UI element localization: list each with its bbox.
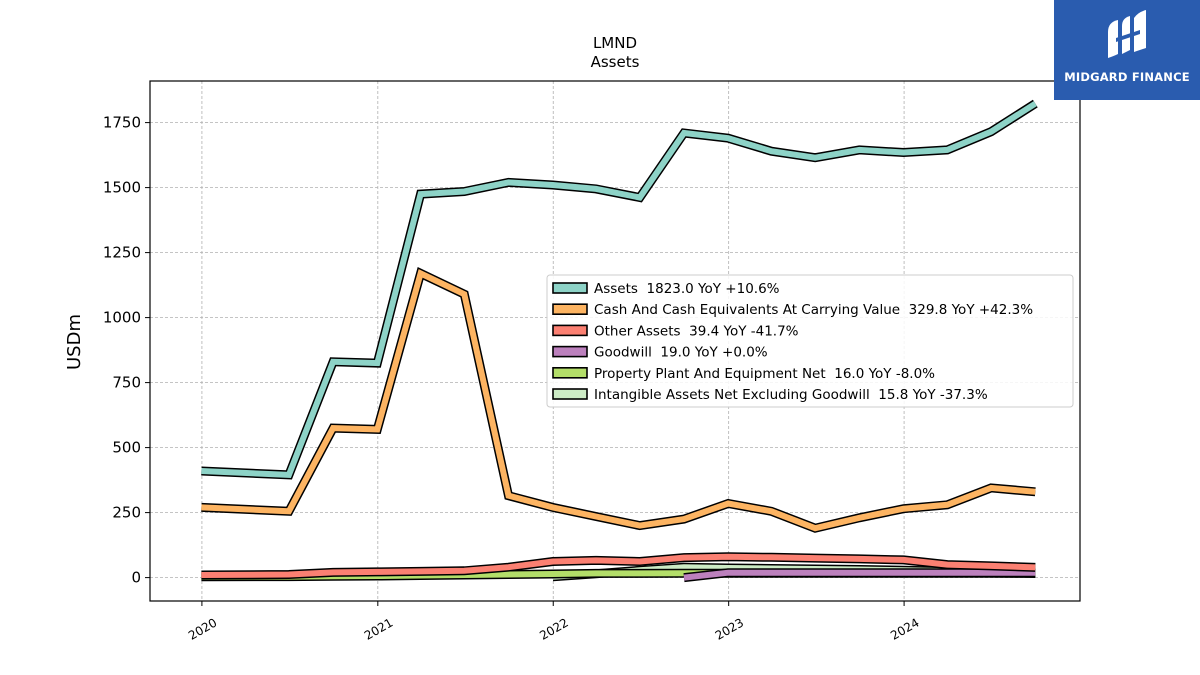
series-group	[201, 99, 1038, 583]
legend-swatch	[552, 282, 588, 294]
y-tick-label: 750	[112, 374, 141, 392]
legend-label: Goodwill 19.0 YoY +0.0%	[594, 345, 768, 361]
legend-swatch	[552, 303, 588, 316]
legend-label: Cash And Cash Equivalents At Carrying Va…	[594, 302, 1033, 318]
y-tick-label: 0	[131, 569, 141, 587]
y-tick-label: 1500	[103, 179, 141, 197]
brand-logo: MIDGARD FINANCE	[1054, 0, 1200, 100]
y-axis-label: USDm	[64, 314, 85, 370]
series-line	[201, 101, 1037, 478]
legend-label: Property Plant And Equipment Net 16.0 Yo…	[594, 366, 935, 382]
legend-swatch	[552, 324, 588, 337]
series-line	[201, 553, 1036, 578]
legend-label: Other Assets 39.4 YoY -41.7%	[594, 323, 799, 339]
x-tick-label: 2022	[537, 615, 570, 642]
chart-title: LMND	[593, 34, 637, 52]
y-tick-label: 1750	[103, 114, 141, 132]
logo-text: MIDGARD FINANCE	[1064, 70, 1190, 84]
legend-label: Assets 1823.0 YoY +10.6%	[594, 281, 780, 297]
x-tick-label: 2021	[362, 615, 395, 642]
plot-frame	[149, 80, 1081, 602]
legend-box	[546, 274, 1074, 408]
y-tick-label: 1000	[103, 309, 141, 327]
legend-label: Intangible Assets Net Excluding Goodwill…	[594, 387, 988, 403]
y-tick-label: 500	[112, 439, 141, 457]
y-tick-label: 1250	[103, 244, 141, 262]
series-line	[201, 269, 1036, 532]
x-tick-label: 2023	[713, 615, 746, 642]
legend-swatch	[552, 388, 588, 400]
logo-mark-icon	[1108, 10, 1146, 58]
axes: 0 250 500 750 1000 1250 1500 1750 2020 2021 2022 20…	[103, 80, 1081, 643]
y-tick-label: 250	[112, 504, 141, 522]
chart-subtitle: Assets	[591, 53, 640, 71]
legend-swatch	[552, 366, 588, 379]
series-line	[683, 569, 1036, 581]
legend-swatch	[552, 345, 588, 358]
x-tick-label: 2024	[888, 615, 921, 642]
x-tick-label: 2020	[186, 615, 219, 642]
legend: Assets 1823.0 YoY +10.6% Cash And Cash Eq…	[546, 274, 1074, 408]
